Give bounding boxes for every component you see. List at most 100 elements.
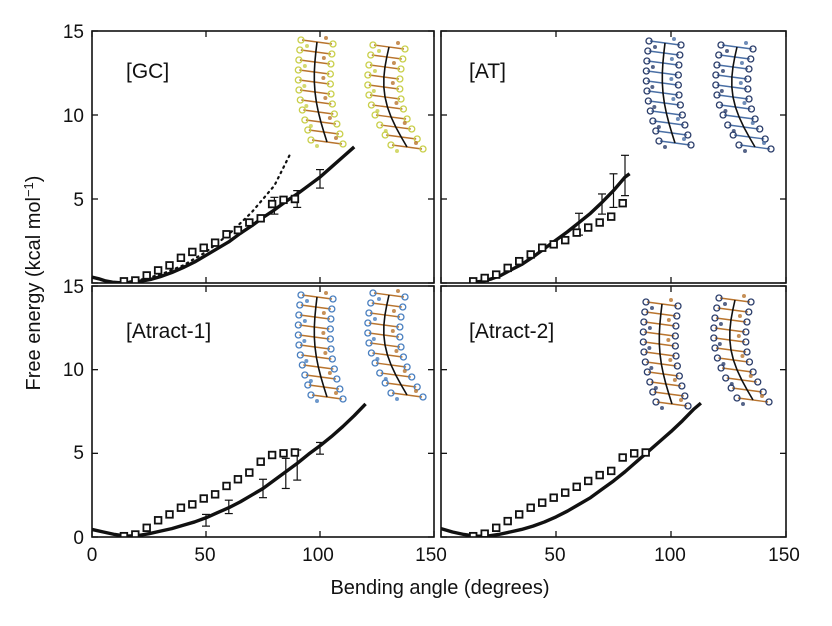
square-marker <box>572 482 581 491</box>
dna-atom <box>324 36 328 40</box>
dna-backbone-atom <box>717 364 725 372</box>
panel-label: [GC] <box>126 60 169 83</box>
square-marker <box>199 494 208 503</box>
dna-backbone-atom <box>328 355 336 363</box>
dna-atom <box>327 116 332 120</box>
dna-backbone-atom <box>676 51 684 59</box>
dna-structure-inset <box>639 298 692 410</box>
dna-backbone-atom <box>751 115 759 123</box>
square-marker <box>595 218 604 227</box>
dna-backbone-atom <box>399 55 407 63</box>
dna-atom <box>671 97 676 101</box>
dna-atom <box>305 299 309 303</box>
dna-backbone-atom <box>296 301 304 309</box>
dna-backbone-atom <box>646 107 654 115</box>
dna-backbone-atom <box>304 381 312 389</box>
square-marker <box>279 195 288 205</box>
square-marker <box>538 498 547 507</box>
square-marker <box>176 253 186 262</box>
dna-backbone-atom <box>652 398 660 406</box>
dna-backbone-atom <box>297 36 305 44</box>
dna-backbone-atom <box>767 145 775 153</box>
x-tick-label: 150 <box>415 545 447 566</box>
dna-atom <box>371 337 376 341</box>
dna-backbone-atom <box>674 81 682 89</box>
y-tick-label: 5 <box>73 443 84 464</box>
square-marker <box>233 475 243 484</box>
square-marker <box>538 243 547 252</box>
dna-helix-axis <box>729 299 754 401</box>
dna-atom <box>718 322 723 326</box>
dna-atom <box>402 121 407 125</box>
dna-atom <box>315 144 319 148</box>
dna-atom <box>390 81 395 85</box>
dna-atom <box>321 311 326 315</box>
dna-backbone-atom <box>733 394 741 402</box>
dna-backbone-atom <box>396 333 404 341</box>
dna-backbone-atom <box>743 318 751 326</box>
dna-atom <box>647 346 652 350</box>
panel: [Atract-2] <box>440 285 787 538</box>
solid-series-line <box>441 401 703 537</box>
panel-data <box>441 401 703 537</box>
square-marker <box>142 523 151 532</box>
y-tick-label: 10 <box>63 106 84 127</box>
dna-backbone-atom <box>397 313 405 321</box>
dna-backbone-atom <box>326 335 334 343</box>
dna-atom <box>321 331 326 335</box>
dna-backbone-atom <box>327 60 335 68</box>
dna-backbone-atom <box>643 87 651 95</box>
dna-atom <box>302 339 307 343</box>
dna-atom <box>334 391 338 395</box>
y-axis-title-close: ) <box>23 176 45 183</box>
dna-backbone-atom <box>643 368 651 376</box>
square-marker <box>607 466 616 476</box>
dna-atom <box>723 302 727 306</box>
dna-backbone-atom <box>747 298 755 306</box>
dna-atom <box>743 149 747 153</box>
dna-backbone-atom <box>294 331 302 339</box>
dna-atom <box>304 104 309 108</box>
dna-backbone-atom <box>329 40 337 48</box>
dna-backbone-atom <box>639 338 647 346</box>
dna-backbone-atom <box>307 391 315 399</box>
dna-backbone-atom <box>364 71 372 79</box>
dna-backbone-atom <box>295 311 303 319</box>
dna-backbone-atom <box>371 359 379 367</box>
dna-atom <box>394 349 399 353</box>
square-marker <box>188 500 197 509</box>
dna-backbone-atom <box>364 329 372 337</box>
square-marker <box>233 225 243 235</box>
dna-atom <box>390 329 395 333</box>
dna-atom <box>377 49 381 53</box>
dna-backbone-atom <box>365 91 373 99</box>
y-tick-label: 10 <box>63 360 84 381</box>
dna-backbone-atom <box>675 91 683 99</box>
dna-backbone-atom <box>642 67 650 75</box>
dna-backbone-atom <box>301 371 309 379</box>
dna-backbone-atom <box>672 352 680 360</box>
dna-backbone-atom <box>339 140 347 148</box>
dna-backbone-atom <box>304 126 312 134</box>
dna-atom <box>742 101 747 105</box>
dna-backbone-atom <box>681 121 689 129</box>
panel-data <box>468 154 631 283</box>
dna-atom <box>663 145 667 149</box>
square-marker <box>572 228 581 237</box>
square-marker <box>515 256 524 266</box>
dna-atom <box>302 84 307 88</box>
dna-backbone-atom <box>396 323 404 331</box>
dna-backbone-atom <box>333 375 341 383</box>
dna-backbone-atom <box>642 77 650 85</box>
square-marker <box>468 277 478 283</box>
dna-backbone-atom <box>641 308 649 316</box>
dna-backbone-atom <box>745 95 753 103</box>
square-marker <box>641 448 650 457</box>
dna-backbone-atom <box>396 75 404 83</box>
dna-backbone-atom <box>367 51 375 59</box>
dna-backbone-atom <box>712 71 720 79</box>
y-axis-title-superscript: −1 <box>21 182 36 197</box>
dna-atom <box>736 334 741 338</box>
solid-series-line <box>92 402 367 537</box>
dna-backbone-atom <box>672 322 680 330</box>
